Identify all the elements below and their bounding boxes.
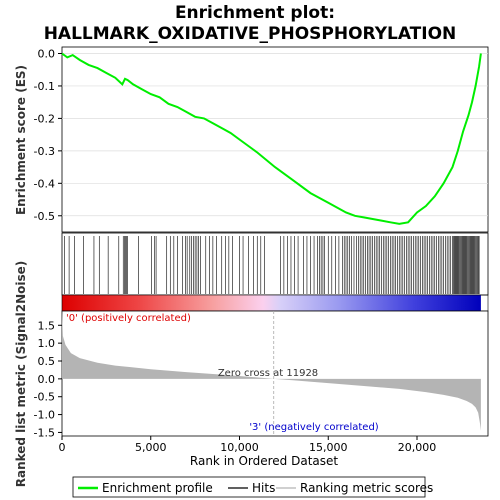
metric-y-tick-label: 1.0 bbox=[38, 337, 56, 350]
positive-correlation-label: '0' (positively correlated) bbox=[66, 313, 191, 324]
x-tick-label: 0 bbox=[59, 441, 66, 454]
es-grid bbox=[62, 53, 488, 217]
x-tick-label: 20,000 bbox=[398, 441, 437, 454]
metric-y-tick-label: -1.5 bbox=[34, 426, 55, 439]
es-y-tick-label: 0.0 bbox=[38, 47, 56, 60]
ranking-metric-area bbox=[62, 309, 481, 431]
es-panel: 0.0 -0.1 -0.2 -0.3 -0.4 -0.5 Enrichment score… bbox=[14, 46, 489, 233]
x-tick-label: 15,000 bbox=[309, 441, 348, 454]
hits-panel bbox=[61, 232, 489, 296]
metric-y-tick-label: 0.0 bbox=[38, 373, 56, 386]
es-y-axis-label: Enrichment score (ES) bbox=[14, 65, 28, 215]
enrichment-profile-line bbox=[61, 52, 482, 225]
metric-y-axis-label: Ranked list metric (Signal2Noise) bbox=[14, 261, 28, 488]
chart-title: Enrichment plot: bbox=[175, 3, 335, 23]
legend-entry-hits: Hits bbox=[252, 481, 275, 495]
metric-panel: 1.5 1.0 0.5 0.0 -0.5 -1.0 -1.5 '0' (positively… bbox=[14, 261, 489, 488]
x-tick-label: 5,000 bbox=[135, 441, 167, 454]
legend-entry-ranking-metric: Ranking metric scores bbox=[300, 481, 433, 495]
es-y-tick-label: -0.4 bbox=[34, 177, 55, 190]
metric-y-tick-label: 1.5 bbox=[38, 319, 56, 332]
zero-cross-label: Zero cross at 11928 bbox=[218, 368, 318, 379]
legend-entry-enrichment-profile: Enrichment profile bbox=[102, 481, 213, 495]
metric-y-tick-label: -1.0 bbox=[34, 409, 55, 422]
es-y-tick-label: -0.1 bbox=[34, 80, 55, 93]
es-y-tick-label: -0.2 bbox=[34, 112, 55, 125]
metric-y-tick-label: -0.5 bbox=[34, 391, 55, 404]
chart-subtitle: HALLMARK_OXIDATIVE_PHOSPHORYLATION bbox=[44, 24, 457, 44]
x-axis-label: Rank in Ordered Dataset bbox=[190, 454, 338, 468]
es-y-axis: 0.0 -0.1 -0.2 -0.3 -0.4 -0.5 bbox=[34, 47, 62, 223]
es-panel-frame bbox=[61, 46, 489, 233]
correlation-band bbox=[61, 294, 489, 312]
es-y-tick-label: -0.3 bbox=[34, 145, 55, 158]
negative-correlation-label: '3' (negatively correlated) bbox=[249, 422, 378, 433]
metric-y-tick-label: 0.5 bbox=[38, 355, 56, 368]
metric-y-axis: 1.5 1.0 0.5 0.0 -0.5 -1.0 -1.5 bbox=[34, 319, 62, 439]
x-tick-label: 10,000 bbox=[220, 441, 259, 454]
hits-marks bbox=[64, 236, 480, 294]
legend-box bbox=[72, 476, 426, 498]
correlation-color-band bbox=[62, 295, 481, 311]
legend: Enrichment profile Hits Ranking metric s… bbox=[72, 476, 433, 498]
es-y-tick-label: -0.5 bbox=[34, 210, 55, 223]
x-axis: 0 5,000 10,000 15,000 20,000 bbox=[59, 436, 437, 454]
